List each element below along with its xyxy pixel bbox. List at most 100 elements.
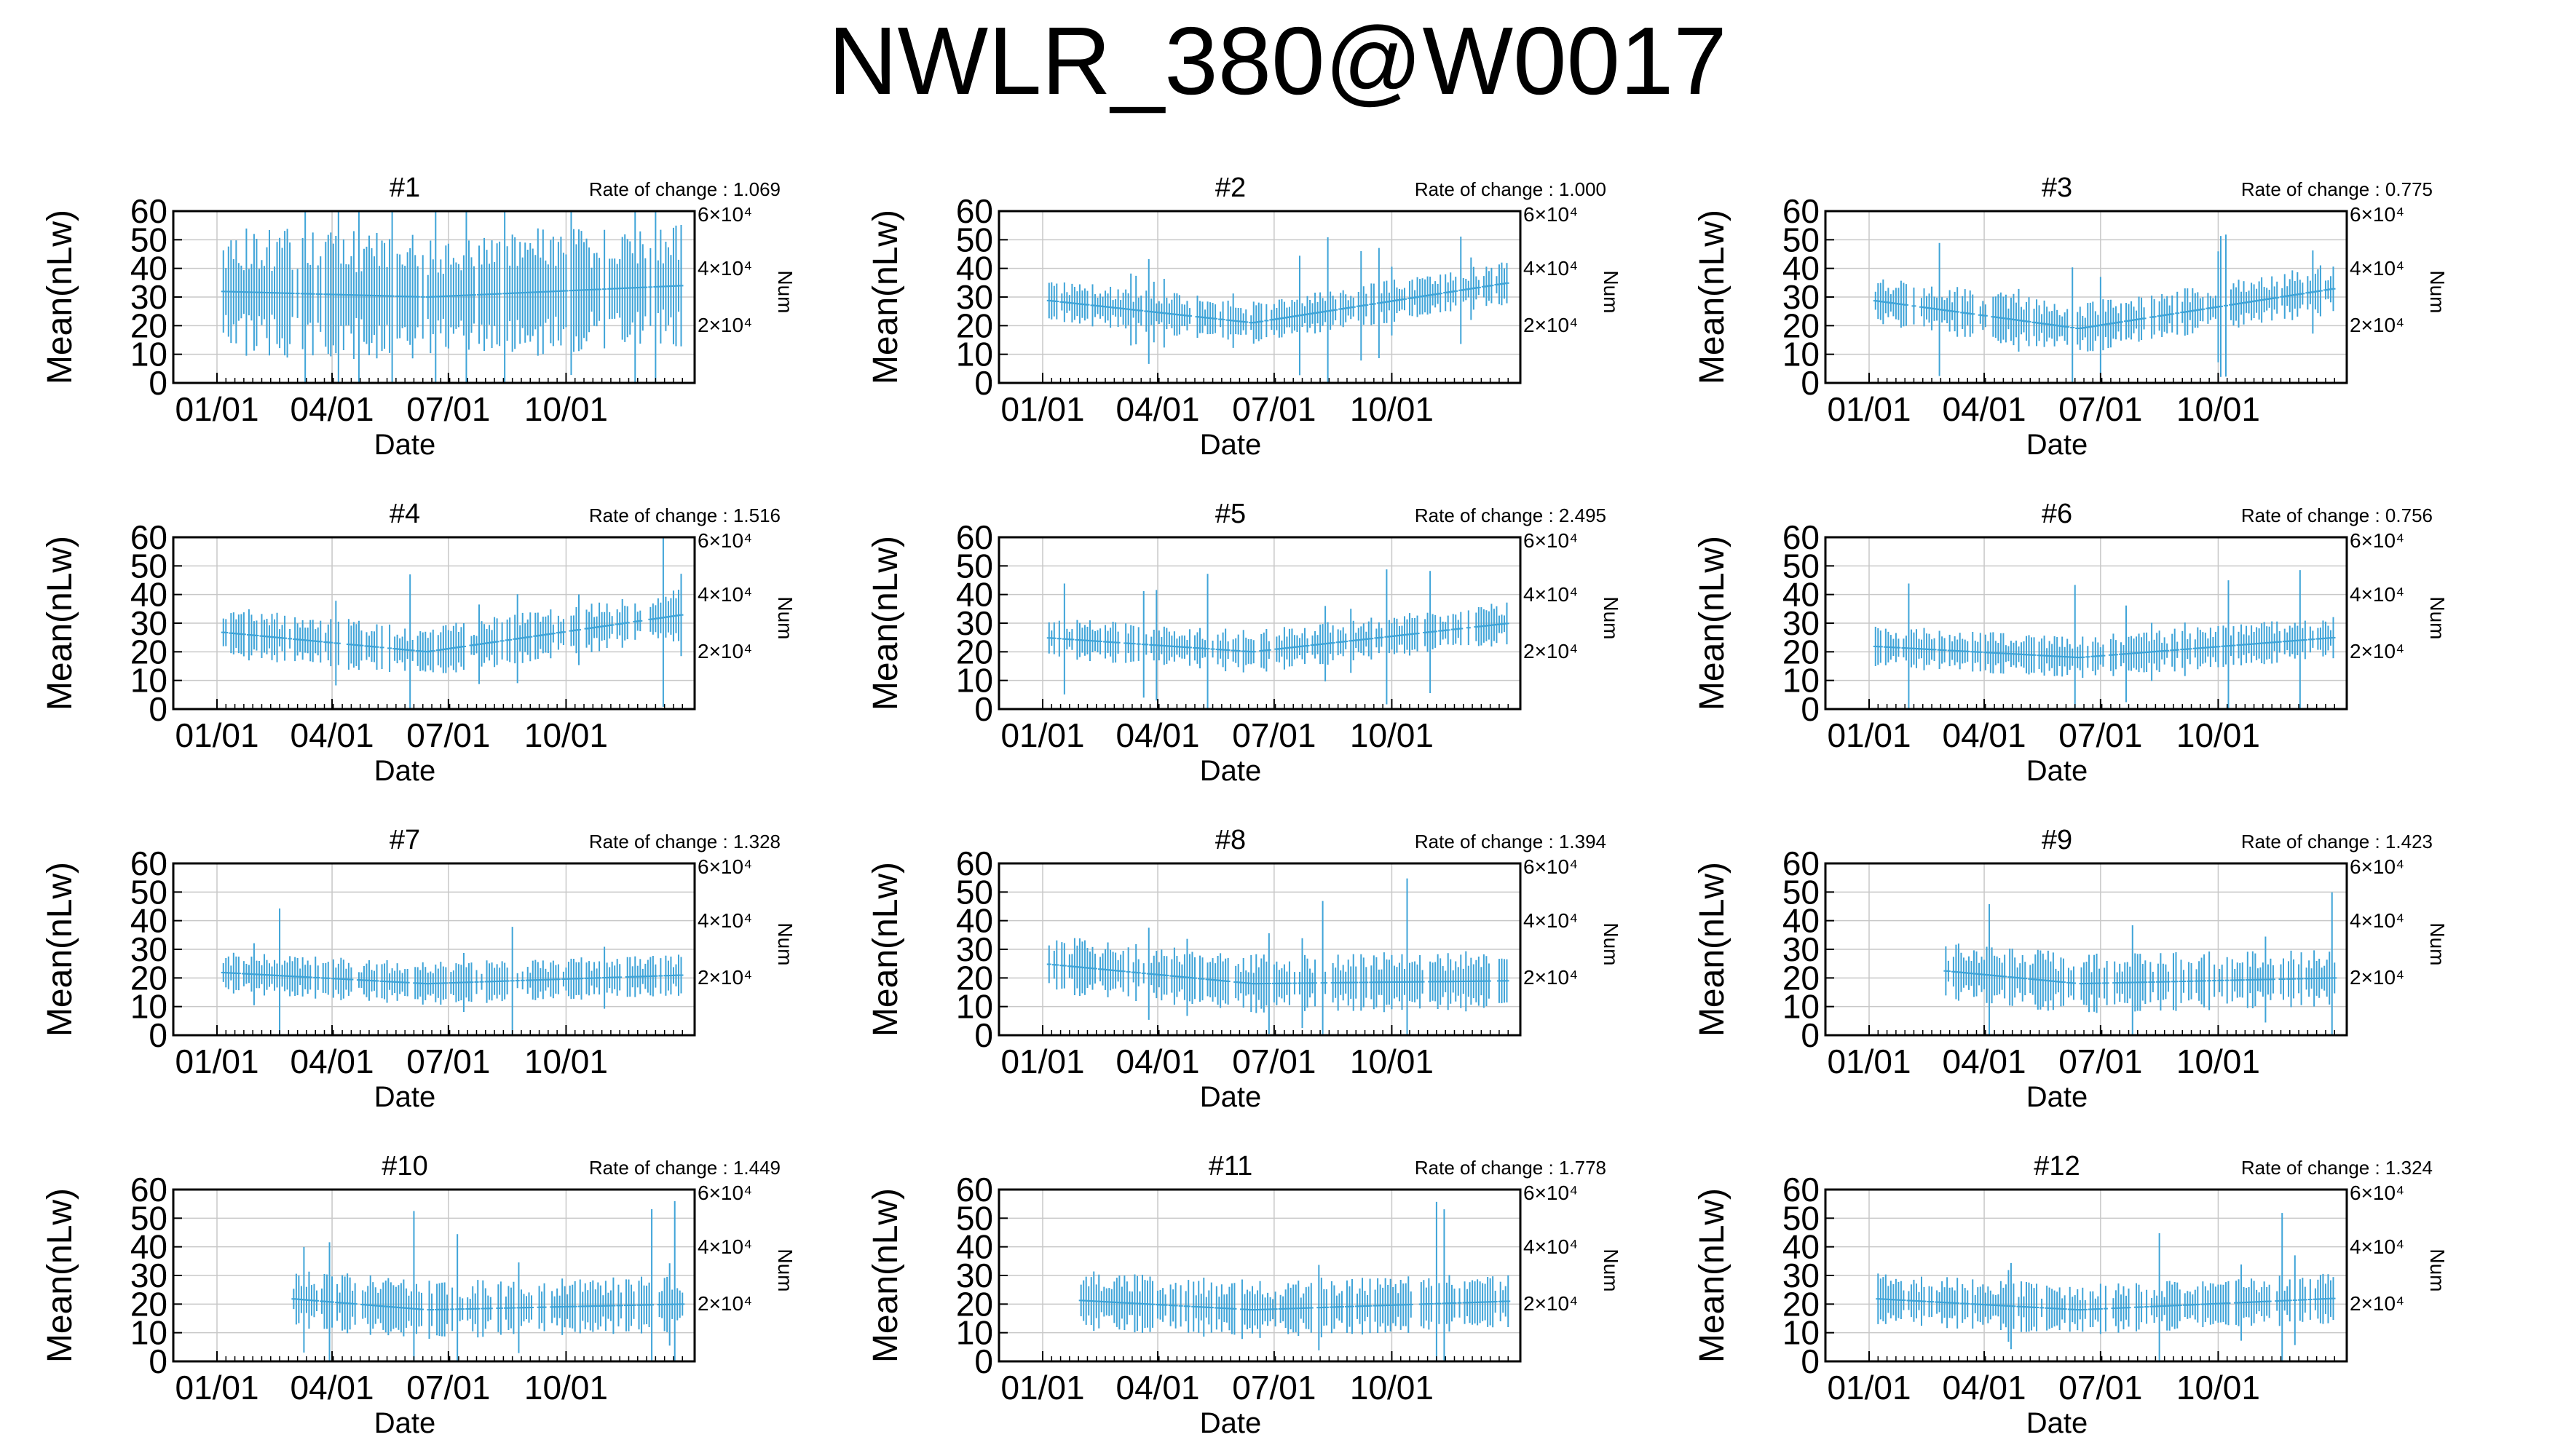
y2-tick-label: 6×10⁴ [1523,855,1578,878]
x-tick-label: 01/01 [1827,390,1911,428]
y-tick-label: 10 [1782,662,1820,700]
x-tick-label: 10/01 [1350,390,1434,428]
y-tick-label: 60 [130,1171,167,1208]
y-tick-label: 60 [956,192,993,230]
x-tick-label: 04/01 [1115,1369,1199,1406]
y-axis-label: Mean(nLw) [866,210,905,384]
y2-tick-label: 2×10⁴ [1523,1292,1578,1315]
x-tick-label: 01/01 [175,390,258,428]
x-tick-label: 10/01 [2176,716,2260,754]
y-tick-label: 20 [130,959,167,997]
y2-tick-label: 4×10⁴ [2350,1235,2404,1258]
y-tick-label: 0 [1801,1342,1820,1380]
y2-tick-label: 2×10⁴ [698,314,752,336]
y-tick-label: 30 [1782,278,1820,316]
y-tick-label: 60 [956,844,993,882]
y-tick-label: 20 [1782,633,1820,670]
y-tick-label: 30 [956,604,993,642]
y-tick-label: 40 [130,250,167,288]
y2-tick-label: 2×10⁴ [2350,966,2404,989]
x-axis-label: Date [2026,1407,2088,1439]
y-tick-label: 60 [1782,192,1820,230]
y2-axis-label: Num [2426,270,2449,313]
x-tick-label: 07/01 [2058,1369,2142,1406]
y-tick-label: 60 [956,518,993,556]
y2-axis-label: Num [2426,596,2449,639]
y2-axis-label: Num [1600,1249,1622,1291]
y-tick-label: 20 [1782,306,1820,344]
y2-tick-label: 6×10⁴ [2350,529,2404,552]
y-tick-label: 50 [1782,221,1820,258]
y2-tick-label: 2×10⁴ [1523,640,1578,662]
y-tick-label: 60 [130,518,167,556]
y-tick-label: 60 [130,844,167,882]
x-axis-label: Date [2026,1081,2088,1113]
y-tick-label: 0 [1801,1016,1820,1054]
y-tick-label: 50 [1782,1199,1820,1237]
y2-tick-label: 2×10⁴ [698,640,752,662]
y-tick-label: 10 [956,988,993,1026]
y2-axis-label: Num [774,1249,797,1291]
y2-tick-label: 4×10⁴ [1523,909,1578,932]
y2-tick-label: 2×10⁴ [2350,1292,2404,1315]
y2-tick-label: 6×10⁴ [2350,203,2404,226]
y-tick-label: 20 [1782,959,1820,997]
y2-tick-label: 2×10⁴ [698,1292,752,1315]
y-tick-label: 0 [149,1016,167,1054]
y-tick-label: 40 [1782,576,1820,614]
y-tick-label: 20 [130,633,167,670]
y-tick-label: 40 [130,576,167,614]
x-tick-label: 10/01 [1350,1369,1434,1406]
y-tick-label: 0 [974,1016,993,1054]
x-axis-label: Date [374,755,436,787]
x-tick-label: 01/01 [175,1042,258,1080]
y2-tick-label: 2×10⁴ [2350,314,2404,336]
y-tick-label: 40 [1782,250,1820,288]
y2-tick-label: 4×10⁴ [2350,257,2404,280]
y2-tick-label: 4×10⁴ [2350,909,2404,932]
y-tick-label: 20 [956,959,993,997]
x-tick-label: 01/01 [1827,1042,1911,1080]
y-tick-label: 40 [130,902,167,940]
y-axis-label: Mean(nLw) [866,862,905,1037]
y-tick-label: 30 [956,1257,993,1294]
y2-tick-label: 2×10⁴ [698,966,752,989]
panel-title: #9 [2042,825,2072,855]
x-tick-label: 01/01 [175,1369,258,1406]
x-tick-label: 10/01 [2176,1369,2260,1406]
y-tick-label: 10 [1782,336,1820,373]
figure-title: NWLR_380@W0017 [828,7,1727,114]
rate-of-change-label: Rate of change : 1.000 [1415,178,1606,200]
y-tick-label: 0 [149,690,167,728]
y-tick-label: 30 [130,1257,167,1294]
panel-title: #4 [390,499,420,529]
panel-title: #10 [382,1151,427,1182]
y-tick-label: 0 [149,364,167,402]
y-tick-label: 30 [956,930,993,968]
y-axis-label: Mean(nLw) [1693,210,1731,384]
y-tick-label: 60 [956,1171,993,1208]
rate-of-change-label: Rate of change : 1.778 [1415,1157,1606,1179]
y-tick-label: 10 [956,662,993,700]
y2-tick-label: 2×10⁴ [1523,314,1578,336]
y2-axis-label: Num [2426,922,2449,965]
x-tick-label: 04/01 [1942,1369,2026,1406]
y2-tick-label: 6×10⁴ [698,203,752,226]
y-tick-label: 50 [1782,873,1820,911]
x-tick-label: 04/01 [290,1369,374,1406]
y-tick-label: 10 [1782,1314,1820,1352]
panel-title: #6 [2042,499,2072,529]
y-tick-label: 0 [974,690,993,728]
x-tick-label: 07/01 [406,1369,490,1406]
y-tick-label: 0 [1801,364,1820,402]
x-tick-label: 04/01 [290,1042,374,1080]
x-tick-label: 10/01 [524,716,608,754]
y-tick-label: 60 [1782,844,1820,882]
panel-title: #7 [390,825,420,855]
rate-of-change-label: Rate of change : 0.775 [2241,178,2433,200]
y-tick-label: 40 [956,902,993,940]
